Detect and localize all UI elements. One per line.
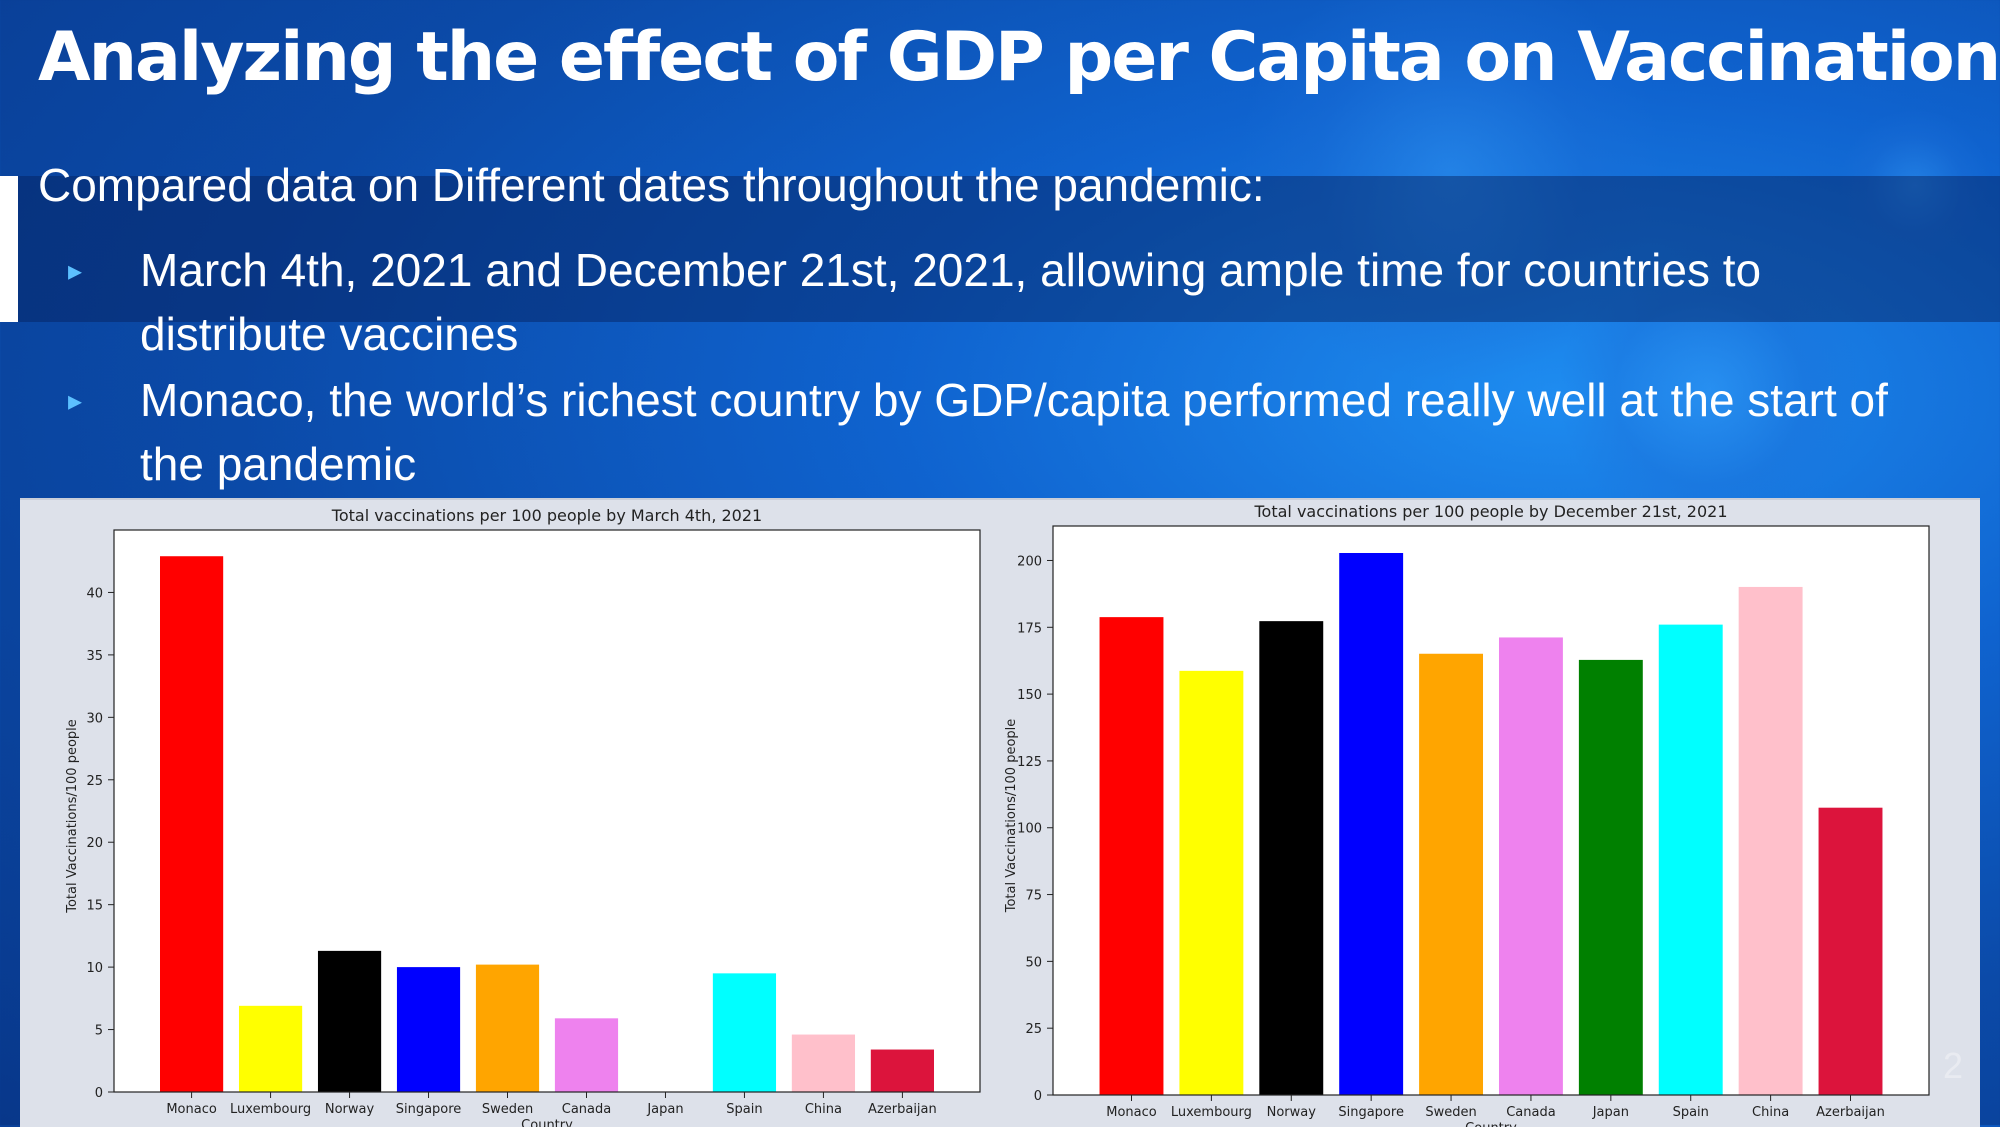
x-tick-label: Spain — [726, 1102, 762, 1117]
chart-title: Total vaccinations per 100 people by Mar… — [331, 506, 762, 525]
x-tick-label: Japan — [646, 1102, 683, 1117]
slide-title: Analyzing the effect of GDP per Capita o… — [38, 18, 2000, 97]
x-axis-label: Country — [521, 1118, 573, 1127]
y-tick-label: 25 — [86, 774, 103, 789]
x-tick-label: Monaco — [1106, 1105, 1157, 1120]
x-tick-label: Azerbaijan — [868, 1102, 937, 1117]
virus-background-graphic — [1560, 240, 1860, 540]
x-tick-label: China — [805, 1102, 842, 1117]
x-tick-label: Singapore — [1338, 1105, 1404, 1120]
bullet-marker-icon: ▸ — [68, 384, 83, 417]
y-tick-label: 75 — [1025, 889, 1042, 904]
x-axis-label: Country — [1465, 1121, 1517, 1127]
x-tick-label: China — [1752, 1105, 1789, 1120]
virus-background-graphic — [1840, 110, 1990, 260]
y-tick-label: 20 — [86, 836, 103, 851]
bar-chart-december: Total vaccinations per 100 people by Dec… — [1004, 502, 1930, 1127]
y-tick-label: 40 — [86, 586, 103, 601]
bar-singapore — [1339, 552, 1404, 1095]
y-tick-label: 50 — [1025, 955, 1042, 970]
bar-spain — [712, 973, 777, 1092]
x-tick-label: Sweden — [1425, 1105, 1476, 1120]
bar-chart-march: Total vaccinations per 100 people by Mar… — [65, 506, 981, 1127]
y-tick-label: 30 — [86, 711, 103, 726]
y-axis-label: Total Vaccinations/100 people — [1004, 719, 1019, 914]
x-tick-label: Monaco — [166, 1102, 217, 1117]
charts-figure: Total vaccinations per 100 people by Mar… — [20, 498, 1980, 1127]
bar-singapore — [396, 967, 461, 1092]
bullet-text: Monaco, the world’s richest country by G… — [140, 374, 1888, 490]
bar-canada — [554, 1018, 619, 1092]
bullet-marker-icon: ▸ — [68, 254, 83, 287]
plot-area — [114, 530, 980, 1092]
plot-frame — [1052, 525, 1930, 1096]
x-tick-label: Canada — [562, 1102, 611, 1117]
chart-title: Total vaccinations per 100 people by Dec… — [1253, 502, 1727, 521]
x-tick-label: Spain — [1673, 1105, 1709, 1120]
bar-japan — [1578, 659, 1643, 1095]
y-tick-label: 10 — [86, 961, 103, 976]
x-tick-label: Japan — [1592, 1105, 1629, 1120]
bar-spain — [1658, 624, 1723, 1095]
bar-china — [791, 1034, 856, 1092]
bar-azerbaijan — [870, 1049, 934, 1092]
y-axis-label: Total Vaccinations/100 people — [65, 719, 80, 914]
virus-background-graphic — [1240, 0, 1660, 380]
y-tick-label: 0 — [95, 1086, 103, 1101]
y-tick-label: 5 — [95, 1024, 103, 1039]
plot-frame — [113, 529, 981, 1093]
y-tick-label: 125 — [1017, 755, 1042, 770]
bar-azerbaijan — [1818, 807, 1883, 1095]
x-tick-label: Canada — [1506, 1105, 1555, 1120]
intro-band — [0, 176, 2000, 322]
y-tick-label: 35 — [86, 649, 103, 664]
bar-norway — [317, 950, 382, 1092]
x-tick-label: Norway — [325, 1102, 375, 1117]
intro-text: Compared data on Different dates through… — [38, 159, 1265, 211]
bar-luxembourg — [238, 1005, 303, 1092]
x-tick-label: Sweden — [482, 1102, 533, 1117]
intro-band-accent — [0, 176, 18, 322]
y-tick-label: 150 — [1017, 688, 1042, 703]
x-tick-label: Luxembourg — [230, 1102, 311, 1117]
page-number: 2 — [1943, 1045, 1964, 1086]
x-tick-label: Azerbaijan — [1816, 1105, 1885, 1120]
y-tick-label: 0 — [1034, 1089, 1042, 1104]
bar-monaco — [1099, 617, 1164, 1095]
bar-norway — [1259, 621, 1324, 1095]
x-tick-label: Singapore — [396, 1102, 462, 1117]
bullet-text: March 4th, 2021 and December 21st, 2021,… — [140, 244, 1762, 360]
y-tick-label: 25 — [1025, 1022, 1042, 1037]
bar-sweden — [1419, 653, 1484, 1095]
bar-luxembourg — [1179, 670, 1244, 1095]
x-tick-label: Norway — [1267, 1105, 1317, 1120]
y-tick-label: 15 — [86, 899, 103, 914]
bar-china — [1738, 586, 1803, 1095]
x-tick-label: Luxembourg — [1171, 1105, 1252, 1120]
bar-monaco — [160, 556, 224, 1092]
bar-sweden — [475, 964, 540, 1092]
y-tick-label: 175 — [1017, 621, 1042, 636]
bar-canada — [1498, 637, 1563, 1095]
y-tick-label: 200 — [1017, 554, 1042, 569]
y-tick-label: 100 — [1017, 822, 1042, 837]
